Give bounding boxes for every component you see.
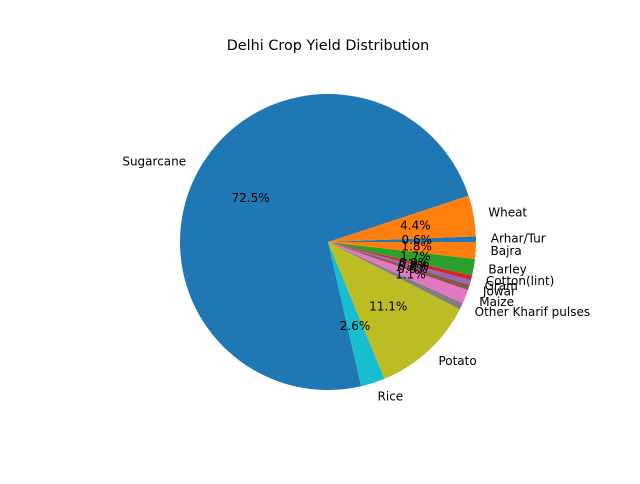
pie-slice-wheat: [328, 195, 476, 242]
percent-label-bajra: 1.8%: [401, 240, 432, 254]
percent-label-potato: 11.1%: [369, 300, 407, 314]
slice-label-maize: Maize: [479, 295, 514, 309]
slice-label-barley: Barley: [488, 262, 526, 276]
pie-slice-cotton-lint: [328, 242, 473, 281]
slice-label-cotton-lint: Cotton(lint): [486, 274, 554, 288]
pie-slice-rice: [328, 242, 385, 387]
pie-slice-maize: [328, 242, 468, 304]
pie-slice-jowar: [328, 242, 470, 291]
pie-slice-arhar-tur: [328, 236, 476, 242]
pie-slice-barley: [328, 242, 476, 276]
percent-label-gram: 0.8%: [398, 259, 429, 273]
chart-title: Delhi Crop Yield Distribution: [227, 38, 430, 54]
percent-label-barley: 1.7%: [400, 250, 431, 264]
percent-labels: 0.6%4.4%72.5%2.6%11.1%1.1%0.6%0.8%0.9%1.…: [232, 191, 432, 333]
slice-label-jowar: Jowar: [482, 285, 516, 299]
pie-slice-gram: [328, 242, 471, 285]
slice-label-rice: Rice: [378, 390, 404, 404]
pie-slice-other-kharif-pulses: [328, 242, 463, 310]
pie-slices: [179, 94, 476, 391]
pie-slice-bajra: [328, 242, 476, 259]
slice-label-wheat: Wheat: [488, 206, 527, 220]
percent-label-sugarcane: 72.5%: [232, 191, 270, 205]
slice-labels: Arhar/Tur Wheat Sugarcane Rice Potato Other K…: [122, 155, 590, 404]
percent-label-cotton-lint: 0.9%: [399, 256, 430, 270]
slice-label-sugarcane: Sugarcane: [122, 155, 186, 169]
slice-label-bajra: Bajra: [491, 244, 522, 258]
percent-label-rice: 2.6%: [340, 319, 371, 333]
percent-label-maize: 1.1%: [395, 267, 426, 281]
percent-label-wheat: 4.4%: [400, 219, 431, 233]
percent-label-jowar: 0.6%: [397, 262, 428, 276]
pie-slice-sugarcane: [179, 94, 469, 391]
slice-label-potato: Potato: [438, 354, 476, 368]
slice-label-gram: Gram: [485, 279, 518, 293]
percent-label-arhar-tur: 0.6%: [402, 233, 433, 247]
slice-label-other-kharif-pulses: Other Kharif pulses: [475, 305, 590, 319]
slice-label-arhar-tur: Arhar/Tur: [491, 231, 546, 245]
pie-slice-potato: [328, 242, 460, 379]
